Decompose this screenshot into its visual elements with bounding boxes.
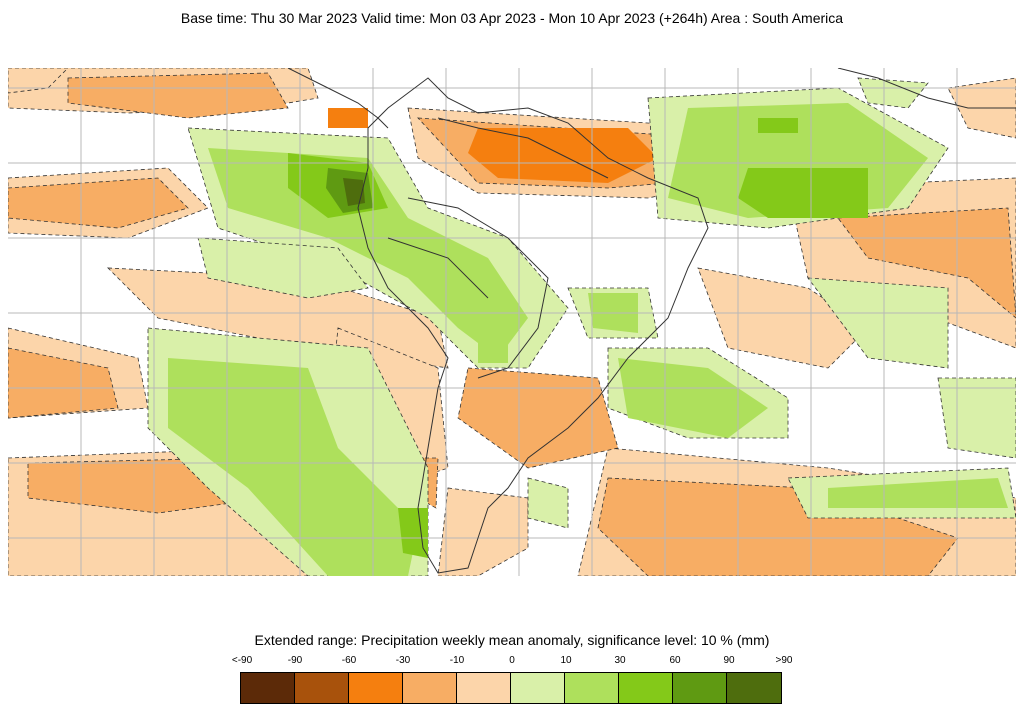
legend-labels: <-90 -90 -60 -30 -10 0 10 30 60 90 >90 xyxy=(0,655,1024,669)
extreme-positive-anomaly-areas xyxy=(343,178,365,206)
legend-swatch xyxy=(295,673,349,703)
legend-swatch xyxy=(619,673,673,703)
legend-label: 0 xyxy=(509,655,515,666)
legend-label: 60 xyxy=(669,655,681,666)
legend-swatch xyxy=(727,673,781,703)
legend-label: 10 xyxy=(560,655,572,666)
central-america-coastline xyxy=(287,68,1016,129)
legend-swatch xyxy=(403,673,457,703)
legend-label: >90 xyxy=(775,655,793,666)
map-title: Base time: Thu 30 Mar 2023 Valid time: M… xyxy=(180,10,844,26)
legend-label: -10 xyxy=(449,655,465,666)
legend-label: -30 xyxy=(395,655,411,666)
legend-title: Extended range: Precipitation weekly mea… xyxy=(254,632,770,648)
medium-positive-anomaly-areas xyxy=(168,103,1008,576)
legend-label: -90 xyxy=(287,655,303,666)
legend-swatch xyxy=(511,673,565,703)
legend-swatch xyxy=(457,673,511,703)
legend-label: 30 xyxy=(614,655,626,666)
lat-lon-grid xyxy=(8,68,1016,576)
legend-label: -60 xyxy=(341,655,357,666)
legend-swatch xyxy=(241,673,295,703)
legend-swatch xyxy=(349,673,403,703)
precipitation-anomaly-map xyxy=(8,68,1016,576)
legend-label: <-90 xyxy=(231,655,253,666)
south-america-coastline xyxy=(357,77,709,574)
legend-swatch xyxy=(565,673,619,703)
legend-swatch xyxy=(673,673,727,703)
legend-label: 90 xyxy=(723,655,735,666)
legend-color-bar xyxy=(240,672,782,704)
